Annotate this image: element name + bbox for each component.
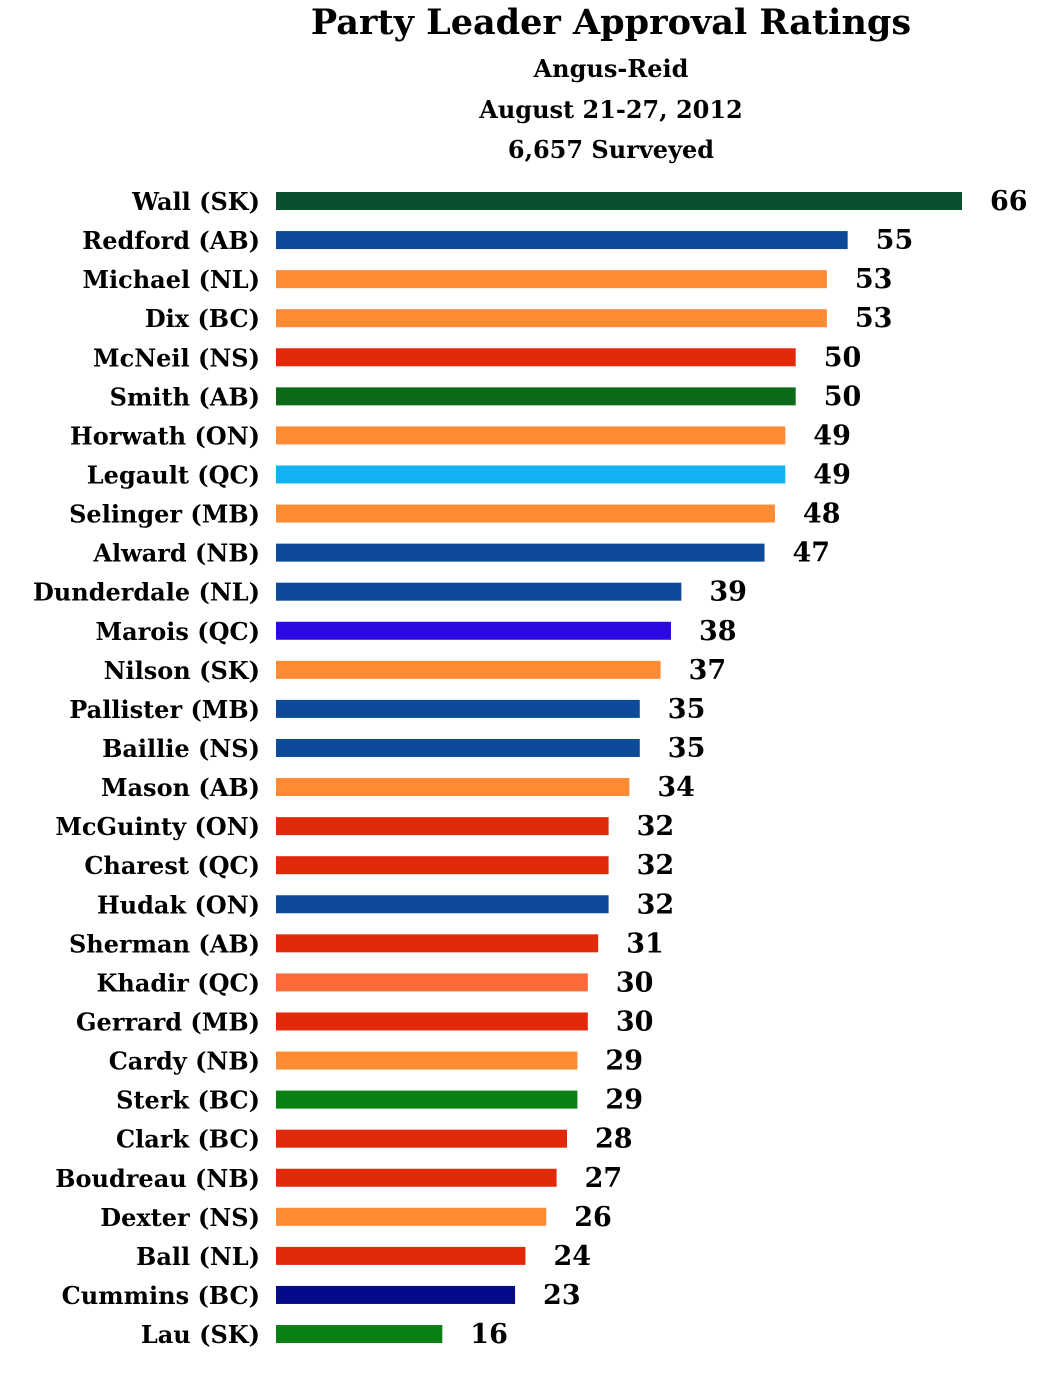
bar — [276, 1207, 547, 1226]
value-label: 27 — [585, 1163, 623, 1194]
category-label: McGuinty (ON) — [55, 812, 260, 841]
bar — [276, 699, 640, 718]
category-label: Dexter (NS) — [100, 1203, 260, 1232]
bar — [276, 582, 682, 601]
value-label: 47 — [793, 538, 831, 569]
category-label: Mason (AB) — [101, 773, 260, 802]
value-label: 35 — [668, 694, 706, 725]
chart-subtitle-dates: August 21-27, 2012 — [479, 95, 743, 124]
category-label: Marois (QC) — [96, 617, 260, 646]
category-label: Horwath (ON) — [70, 421, 260, 450]
category-label: Michael (NL) — [82, 265, 260, 294]
bar — [276, 621, 671, 640]
bar — [276, 192, 962, 210]
category-label: Hudak (ON) — [97, 890, 260, 919]
value-label: 53 — [855, 303, 893, 334]
category-label: Legault (QC) — [87, 460, 260, 489]
bar — [276, 348, 796, 367]
category-label: Boudreau (NB) — [55, 1164, 260, 1193]
value-label: 35 — [668, 733, 706, 764]
bar — [276, 660, 661, 679]
category-label: Redford (AB) — [82, 226, 260, 255]
value-label: 26 — [574, 1202, 612, 1233]
value-label: 50 — [824, 342, 862, 373]
bar — [276, 973, 588, 992]
value-label: 66 — [990, 186, 1028, 217]
value-label: 55 — [876, 225, 914, 256]
value-label: 24 — [553, 1241, 591, 1272]
value-label: 23 — [543, 1280, 581, 1311]
bar — [276, 231, 848, 250]
category-label: Gerrard (MB) — [76, 1007, 260, 1036]
value-label: 49 — [813, 420, 851, 451]
bar — [276, 1168, 557, 1187]
value-label: 29 — [605, 1085, 643, 1116]
chart-title: Party Leader Approval Ratings — [310, 2, 912, 43]
category-label: Wall (SK) — [131, 187, 260, 216]
bar — [276, 1051, 578, 1070]
category-label: Clark (BC) — [116, 1125, 260, 1154]
bar — [276, 543, 765, 562]
value-label: 37 — [689, 655, 727, 686]
bar — [276, 387, 796, 406]
value-label: 48 — [803, 499, 841, 530]
bar — [276, 778, 630, 797]
bar — [276, 270, 827, 289]
value-label: 32 — [637, 850, 675, 881]
value-label: 29 — [605, 1046, 643, 1077]
bar — [276, 1090, 578, 1109]
bar — [276, 1285, 516, 1304]
value-label: 50 — [824, 381, 862, 412]
category-label: McNeil (NS) — [93, 343, 260, 372]
value-label: 49 — [813, 459, 851, 490]
bar — [276, 895, 609, 914]
category-label: Smith (AB) — [110, 382, 260, 411]
category-label: Selinger (MB) — [69, 500, 260, 529]
value-label: 16 — [470, 1319, 508, 1350]
category-label: Cardy (NB) — [109, 1047, 260, 1076]
chart-subtitle-sample: 6,657 Surveyed — [507, 135, 715, 164]
bar — [276, 465, 786, 484]
bar — [276, 856, 609, 875]
category-label: Sherman (AB) — [69, 929, 260, 958]
bar — [276, 1012, 588, 1031]
bar — [276, 934, 599, 953]
value-label: 30 — [616, 1006, 654, 1037]
category-label: Cummins (BC) — [62, 1281, 260, 1310]
category-label: Dunderdale (NL) — [33, 578, 260, 607]
category-label: Khadir (QC) — [97, 968, 260, 997]
value-label: 32 — [637, 889, 675, 920]
category-label: Dix (BC) — [145, 304, 260, 333]
category-label: Sterk (BC) — [116, 1086, 260, 1115]
bar — [276, 426, 786, 445]
category-label: Ball (NL) — [136, 1242, 260, 1271]
bar — [276, 817, 609, 836]
bar — [276, 1325, 443, 1344]
value-label: 28 — [595, 1124, 633, 1155]
value-label: 34 — [657, 772, 695, 803]
category-label: Pallister (MB) — [69, 695, 260, 724]
bar — [276, 1246, 526, 1265]
bar — [276, 738, 640, 757]
bar — [276, 1129, 568, 1148]
bar — [276, 309, 827, 328]
value-label: 53 — [855, 264, 893, 295]
value-label: 38 — [699, 616, 737, 647]
category-label: Alward (NB) — [92, 539, 260, 568]
value-label: 31 — [626, 928, 664, 959]
chart-subtitle-source: Angus-Reid — [533, 54, 689, 83]
bar — [276, 504, 775, 523]
value-label: 32 — [637, 811, 675, 842]
category-label: Lau (SK) — [141, 1320, 260, 1349]
value-label: 30 — [616, 967, 654, 998]
value-label: 39 — [709, 577, 747, 608]
category-label: Nilson (SK) — [104, 656, 260, 685]
category-label: Baillie (NS) — [102, 734, 260, 763]
category-label: Charest (QC) — [84, 851, 260, 880]
